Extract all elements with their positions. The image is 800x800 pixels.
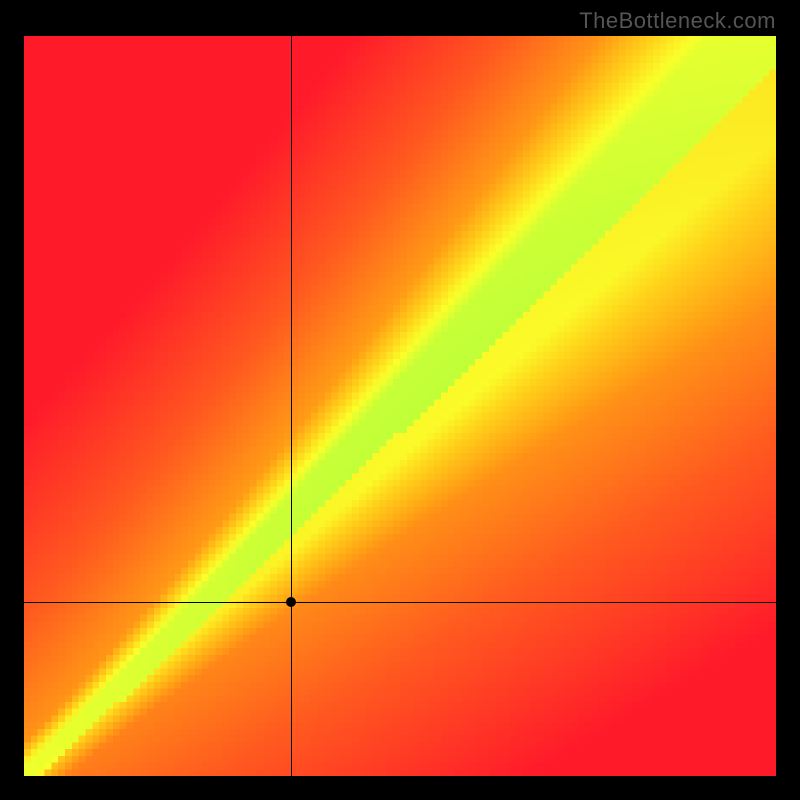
watermark-text: TheBottleneck.com — [579, 8, 776, 34]
heatmap-canvas — [24, 36, 776, 776]
crosshair-vertical — [291, 36, 292, 776]
heatmap-plot — [24, 36, 776, 776]
crosshair-horizontal — [24, 602, 776, 603]
crosshair-marker-dot — [286, 597, 296, 607]
